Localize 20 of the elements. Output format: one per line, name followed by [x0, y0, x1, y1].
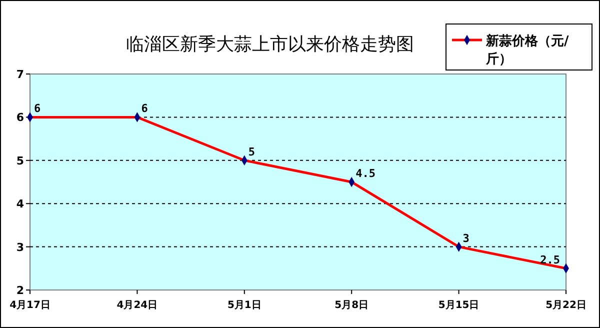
data-label: 3 [462, 232, 470, 245]
data-label: 5 [248, 145, 256, 158]
data-label: 4.5 [356, 167, 376, 180]
x-tick-label: 4月24日 [116, 300, 158, 311]
x-tick-label: 4月17日 [10, 300, 50, 311]
data-label: 6 [141, 102, 148, 116]
data-label: 2.5 [540, 253, 560, 266]
data-label: 6 [34, 102, 41, 116]
chart-title: 临淄区新季大蒜上市以来价格走势图 [126, 34, 414, 55]
y-tick-label: 7 [16, 68, 24, 81]
y-tick-label: 2 [16, 284, 24, 297]
y-tick-label: 4 [16, 198, 24, 211]
x-tick-label: 5月15日 [438, 300, 480, 311]
x-tick-label: 5月22日 [546, 300, 586, 311]
legend-label: 新蒜价格（元/斤） [485, 33, 569, 67]
x-tick-label: 5月8日 [334, 300, 369, 311]
y-tick-label: 6 [16, 111, 24, 124]
y-tick-label: 5 [16, 154, 24, 168]
x-tick-label: 5月1日 [227, 300, 262, 311]
y-tick-label: 3 [16, 240, 24, 254]
